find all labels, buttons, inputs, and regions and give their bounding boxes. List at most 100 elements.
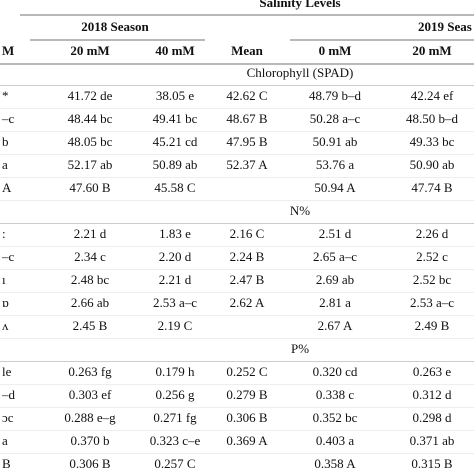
row-label: :	[2, 226, 6, 241]
cell: 2.21 d	[159, 272, 192, 287]
cell: 48.44 bc	[68, 111, 113, 126]
cell: 2.52 bc	[413, 272, 452, 287]
cell: 0.271 fg	[153, 410, 197, 425]
cell: 2.81 a	[319, 295, 351, 310]
row-label: B	[2, 456, 11, 471]
cell: 47.95 B	[226, 134, 268, 149]
cell: 0.358 A	[314, 456, 356, 471]
cell: 1.83 e	[159, 226, 191, 241]
cell: 0.403 a	[316, 433, 355, 448]
cell: 42.62 C	[226, 88, 267, 103]
row-label: le	[2, 364, 12, 379]
cell: 50.91 ab	[313, 134, 358, 149]
cell: 0.370 b	[71, 433, 110, 448]
cell: 0.371 ab	[410, 433, 455, 448]
cell: 48.79 b–d	[309, 88, 362, 103]
cell: 2.65 a–c	[313, 249, 357, 264]
cell: 2.21 d	[74, 226, 107, 241]
row-label: A	[2, 180, 12, 195]
cell: 50.89 ab	[153, 157, 198, 172]
cell: 0.303 ef	[69, 387, 112, 402]
cell: 2.45 B	[73, 318, 108, 333]
cell: 2.48 bc	[71, 272, 110, 287]
cell: 41.72 de	[68, 88, 113, 103]
cell: 42.24 ef	[411, 88, 454, 103]
cell: 0.288 e–g	[64, 410, 116, 425]
cell: 45.21 cd	[153, 134, 198, 149]
cell: 0.323 c–e	[150, 433, 201, 448]
cell: 47.60 B	[69, 180, 111, 195]
cell: 2.20 d	[159, 249, 192, 264]
row-label: ɔc	[2, 410, 14, 425]
row-label: ɒ	[2, 295, 9, 310]
cell: 48.50 b–d	[406, 111, 459, 126]
cell: 52.17 ab	[68, 157, 113, 172]
row-label: –c	[1, 249, 15, 264]
cell: 2.34 c	[74, 249, 106, 264]
cell: 0.263 fg	[68, 364, 112, 379]
cell: 52.37 A	[226, 157, 268, 172]
column-header: M	[2, 43, 14, 58]
column-header: Mean	[231, 43, 264, 58]
cell: 49.41 bc	[153, 111, 198, 126]
cell: 49.33 bc	[410, 134, 455, 149]
cell: 0.306 B	[226, 410, 268, 425]
row-label: *	[2, 88, 9, 103]
cell: 38.05 e	[156, 88, 195, 103]
section-label: P%	[291, 341, 309, 356]
cell: 2.53 a–c	[410, 295, 454, 310]
cell: 0.179 h	[156, 364, 196, 379]
cell: 2.24 B	[230, 249, 265, 264]
cell: 2.49 B	[415, 318, 450, 333]
column-header: 20 mM	[70, 43, 109, 58]
cell: 0.263 e	[413, 364, 452, 379]
row-label: ʌ	[2, 318, 9, 333]
column-header: 20 mM	[412, 43, 451, 58]
section-label: Chlorophyll (SPAD)	[247, 65, 354, 80]
cell: 2.69 ab	[316, 272, 354, 287]
table-title: Salinity Levels	[259, 0, 340, 10]
cell: 2.47 B	[230, 272, 265, 287]
cell: 48.67 B	[226, 111, 268, 126]
cell: 48.05 bc	[68, 134, 113, 149]
cell: 53.76 a	[316, 157, 355, 172]
cell: 0.312 d	[413, 387, 453, 402]
cell: 45.58 C	[154, 180, 195, 195]
row-label: b	[2, 134, 9, 149]
cell: 2.67 A	[318, 318, 353, 333]
cell: 0.320 cd	[313, 364, 358, 379]
cell: 0.252 C	[226, 364, 267, 379]
cell: 2.62 A	[230, 295, 265, 310]
cell: 0.369 A	[226, 433, 268, 448]
cell: 2.66 ab	[71, 295, 109, 310]
cell: 0.256 g	[156, 387, 196, 402]
row-label: –d	[1, 387, 16, 402]
cell: 2.16 C	[230, 226, 265, 241]
row-label: a	[2, 157, 8, 172]
cell: 47.74 B	[411, 180, 453, 195]
cell: 2.52 c	[416, 249, 448, 264]
row-label: a	[2, 433, 8, 448]
column-header: 0 mM	[319, 43, 352, 58]
row-label: –c	[1, 111, 15, 126]
cell: 50.94 A	[314, 180, 356, 195]
cell: 2.53 a–c	[153, 295, 197, 310]
cell: 0.298 d	[413, 410, 453, 425]
season-header: 2018 Season	[81, 19, 149, 34]
season-header: 2019 Seas	[418, 19, 472, 34]
cell: 0.338 c	[316, 387, 355, 402]
cell: 2.19 C	[158, 318, 193, 333]
cell: 0.279 B	[226, 387, 268, 402]
cell: 0.315 B	[411, 456, 453, 471]
cell: 0.352 bc	[313, 410, 358, 425]
cell: 0.257 C	[154, 456, 195, 471]
row-label: ı	[2, 272, 6, 287]
column-header: 40 mM	[155, 43, 194, 58]
cell: 2.51 d	[319, 226, 352, 241]
cell: 2.26 d	[416, 226, 449, 241]
section-label: N%	[290, 203, 310, 218]
cell: 50.28 a–c	[310, 111, 361, 126]
cell: 0.306 B	[69, 456, 111, 471]
